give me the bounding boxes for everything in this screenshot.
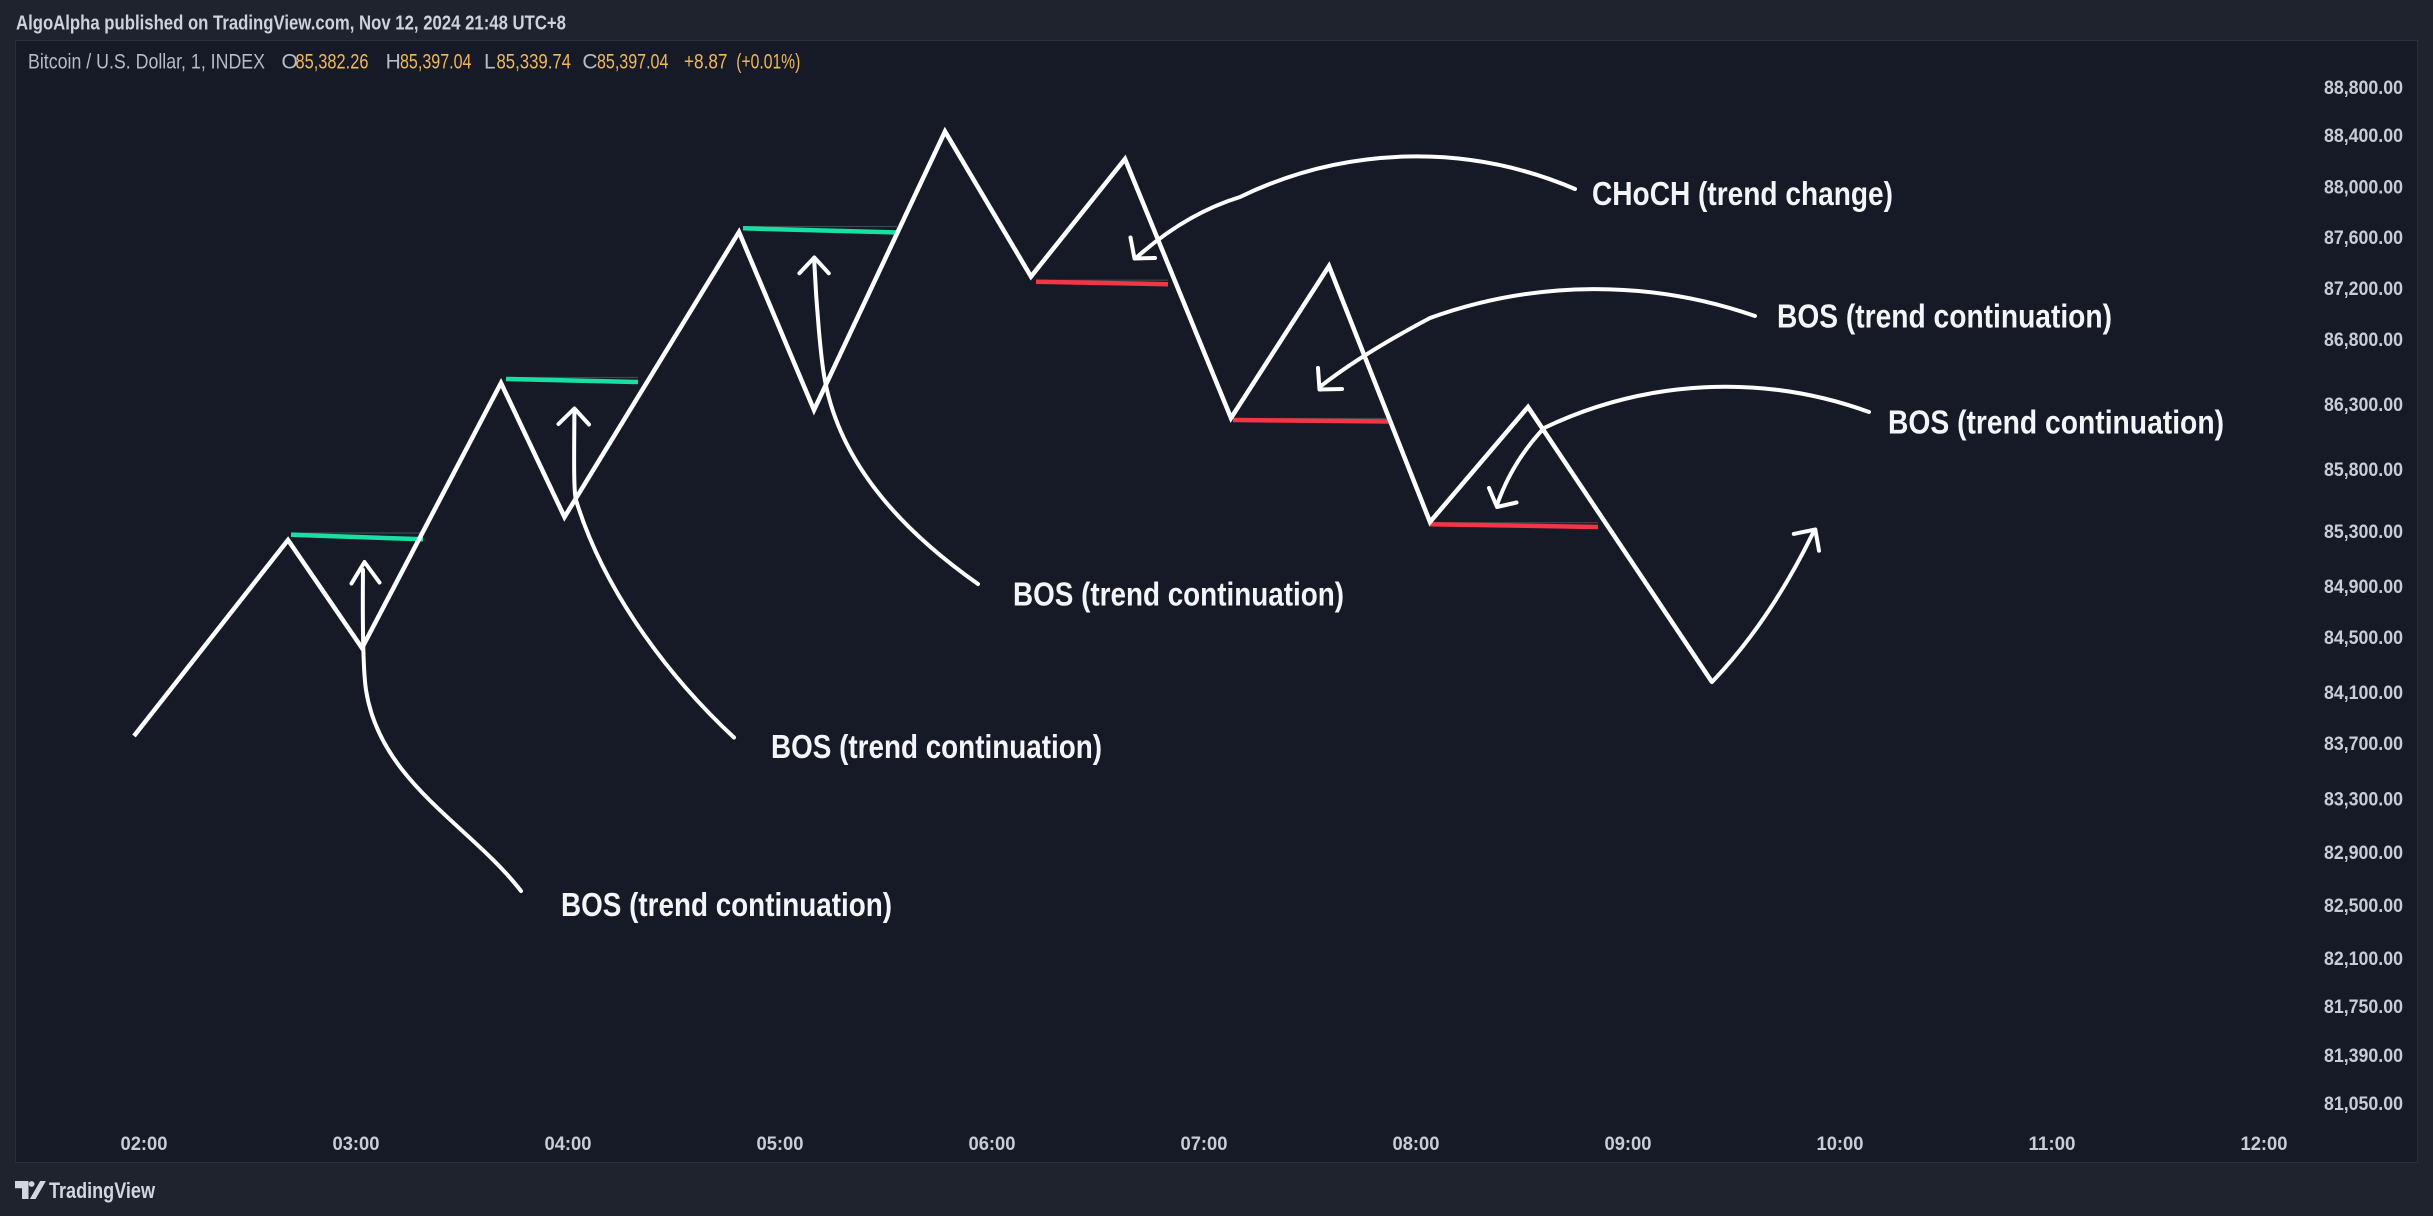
svg-text:87,200.00: 87,200.00 [2324,279,2403,300]
svg-text:(+0.01%): (+0.01%) [736,51,800,74]
svg-text:81,390.00: 81,390.00 [2324,1046,2403,1067]
svg-text:88,000.00: 88,000.00 [2324,178,2403,199]
svg-text:88,800.00: 88,800.00 [2324,78,2403,99]
svg-text:AlgoAlpha published on Trading: AlgoAlpha published on TradingView.com, … [16,13,566,35]
svg-text:85,382.26: 85,382.26 [296,51,369,74]
svg-text:BOS (trend continuation): BOS (trend continuation) [1013,576,1344,613]
svg-text:88,400.00: 88,400.00 [2324,126,2403,147]
svg-text:12:00: 12:00 [2241,1134,2288,1155]
svg-text:BOS (trend continuation): BOS (trend continuation) [561,886,892,923]
svg-text:L: L [484,51,496,74]
svg-text:85,300.00: 85,300.00 [2324,522,2403,543]
svg-text:04:00: 04:00 [545,1134,592,1155]
svg-text:83,700.00: 83,700.00 [2324,734,2403,755]
svg-text:82,900.00: 82,900.00 [2324,843,2403,864]
svg-text:10:00: 10:00 [1817,1134,1864,1155]
svg-text:83,300.00: 83,300.00 [2324,790,2403,811]
svg-text:84,900.00: 84,900.00 [2324,577,2403,598]
svg-text:82,500.00: 82,500.00 [2324,896,2403,917]
svg-text:81,750.00: 81,750.00 [2324,997,2403,1018]
svg-text:CHoCH (trend change): CHoCH (trend change) [1592,175,1893,212]
svg-text:TradingView: TradingView [49,1178,156,1203]
svg-text:85,397.04: 85,397.04 [400,51,472,74]
svg-text:C: C [582,51,597,74]
svg-text:02:00: 02:00 [121,1134,168,1155]
svg-text:BOS (trend continuation): BOS (trend continuation) [1777,298,2112,335]
svg-text:81,050.00: 81,050.00 [2324,1094,2403,1115]
svg-text:84,100.00: 84,100.00 [2324,683,2403,704]
svg-text:85,339.74: 85,339.74 [497,51,572,74]
svg-text:+8.87: +8.87 [684,51,728,74]
svg-text:Bitcoin / U.S. Dollar, 1, INDE: Bitcoin / U.S. Dollar, 1, INDEX [28,51,265,74]
svg-text:03:00: 03:00 [333,1134,380,1155]
svg-text:BOS (trend continuation): BOS (trend continuation) [1888,404,2224,441]
svg-text:87,600.00: 87,600.00 [2324,228,2403,249]
svg-text:11:00: 11:00 [2029,1134,2076,1155]
svg-text:07:00: 07:00 [1181,1134,1228,1155]
svg-text:06:00: 06:00 [969,1134,1016,1155]
svg-text:85,800.00: 85,800.00 [2324,460,2403,481]
svg-text:H: H [386,51,401,74]
svg-text:05:00: 05:00 [757,1134,804,1155]
svg-text:BOS (trend continuation): BOS (trend continuation) [771,728,1102,765]
svg-text:08:00: 08:00 [1393,1134,1440,1155]
svg-text:09:00: 09:00 [1605,1134,1652,1155]
svg-text:85,397.04: 85,397.04 [597,51,669,74]
svg-text:84,500.00: 84,500.00 [2324,628,2403,649]
svg-text:86,300.00: 86,300.00 [2324,395,2403,416]
svg-text:82,100.00: 82,100.00 [2324,949,2403,970]
svg-text:86,800.00: 86,800.00 [2324,330,2403,351]
svg-text:O: O [282,51,298,74]
